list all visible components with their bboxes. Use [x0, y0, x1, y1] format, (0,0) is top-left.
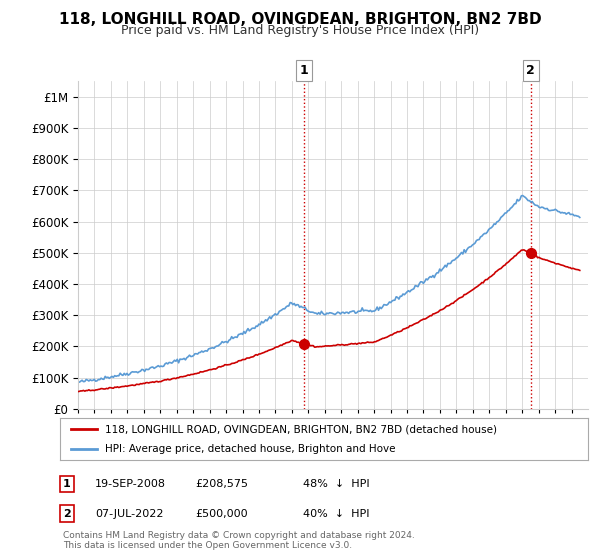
Text: 07-JUL-2022: 07-JUL-2022	[95, 508, 163, 519]
Text: 2: 2	[526, 64, 535, 77]
Text: 1: 1	[63, 479, 71, 489]
Text: 2: 2	[63, 508, 71, 519]
Text: Price paid vs. HM Land Registry's House Price Index (HPI): Price paid vs. HM Land Registry's House …	[121, 24, 479, 37]
Text: HPI: Average price, detached house, Brighton and Hove: HPI: Average price, detached house, Brig…	[105, 444, 395, 454]
Text: 19-SEP-2008: 19-SEP-2008	[95, 479, 166, 489]
Text: 48%  ↓  HPI: 48% ↓ HPI	[303, 479, 370, 489]
Text: 118, LONGHILL ROAD, OVINGDEAN, BRIGHTON, BN2 7BD: 118, LONGHILL ROAD, OVINGDEAN, BRIGHTON,…	[59, 12, 541, 27]
Text: 1: 1	[299, 64, 308, 77]
Text: £208,575: £208,575	[195, 479, 248, 489]
Text: 118, LONGHILL ROAD, OVINGDEAN, BRIGHTON, BN2 7BD (detached house): 118, LONGHILL ROAD, OVINGDEAN, BRIGHTON,…	[105, 424, 497, 434]
Text: 40%  ↓  HPI: 40% ↓ HPI	[303, 508, 370, 519]
Text: £500,000: £500,000	[195, 508, 248, 519]
Text: Contains HM Land Registry data © Crown copyright and database right 2024.
This d: Contains HM Land Registry data © Crown c…	[63, 530, 415, 550]
